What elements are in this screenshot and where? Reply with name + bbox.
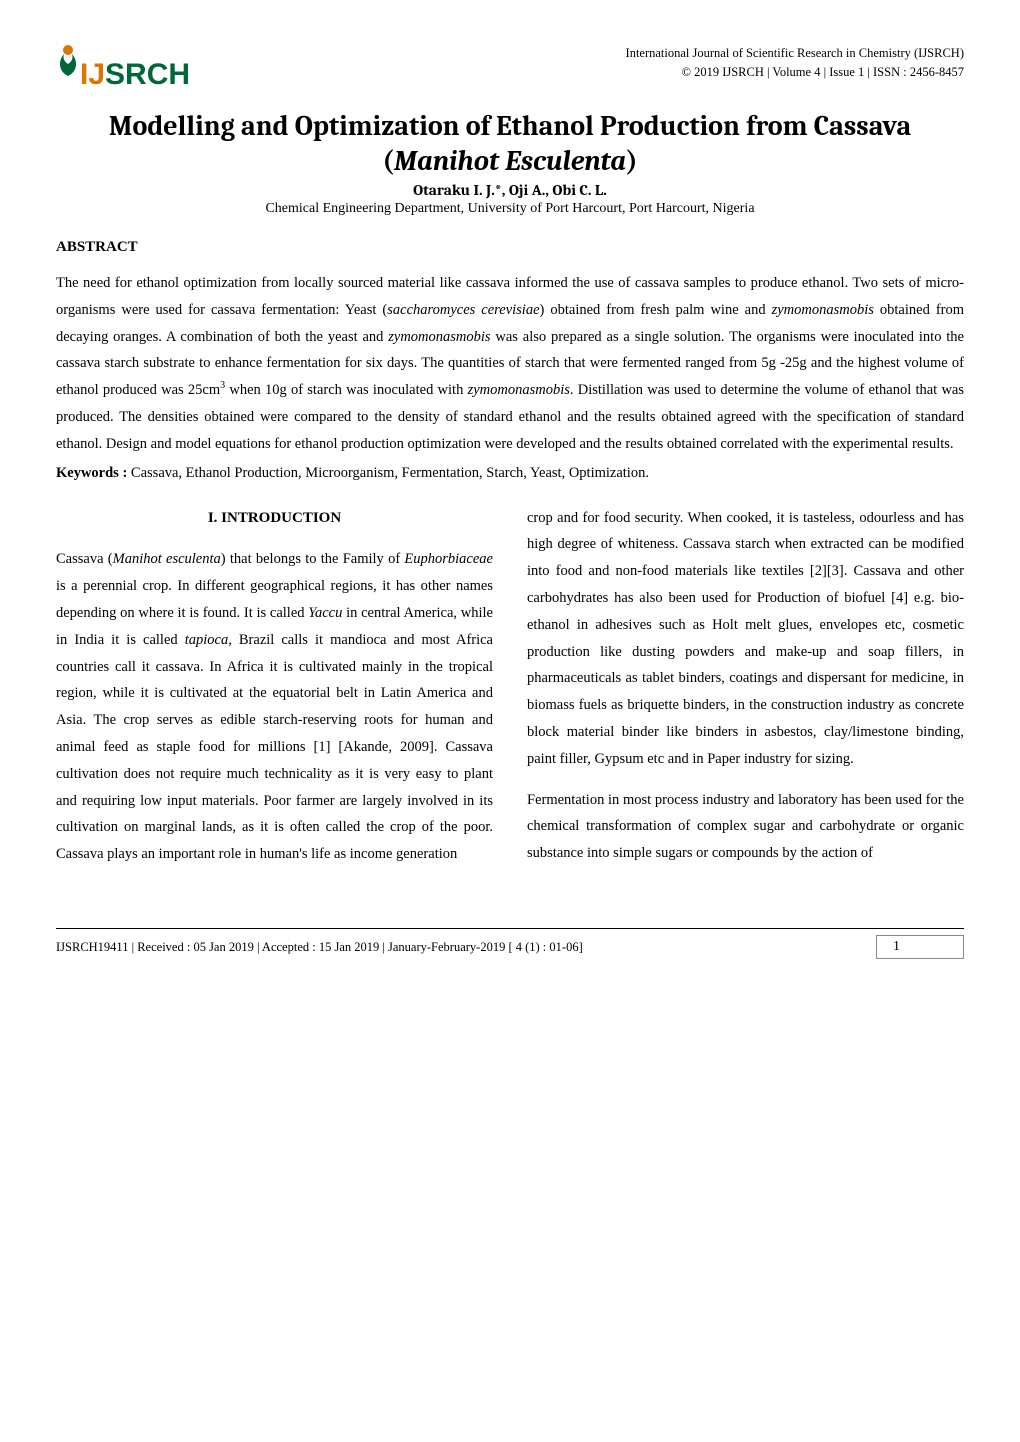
keywords-label: Keywords : <box>56 465 131 481</box>
journal-issue-line: © 2019 IJSRCH | Volume 4 | Issue 1 | ISS… <box>626 63 964 82</box>
body-columns: I. INTRODUCTION Cassava (Manihot esculen… <box>56 505 964 883</box>
journal-name: International Journal of Scientific Rese… <box>626 44 964 63</box>
logo-prefix: IJ <box>80 58 105 91</box>
journal-logo: IJSRCH <box>56 44 226 101</box>
title-line-1: Modelling and Optimization of Ethanol Pr… <box>109 110 911 142</box>
title-line-2-ital: Manihot Esculenta <box>394 145 626 177</box>
keywords-line: Keywords : Cassava, Ethanol Production, … <box>56 460 964 487</box>
keywords-text: Cassava, Ethanol Production, Microorgani… <box>131 465 649 481</box>
logo-icon: IJSRCH <box>56 44 226 96</box>
intro-paragraph-left: Cassava (Manihot esculenta) that belongs… <box>56 546 493 868</box>
intro-l-1a: Cassava ( <box>56 551 113 567</box>
svg-text:IJSRCH: IJSRCH <box>80 58 190 91</box>
abstract-ital-2: zymomonasmobis <box>772 302 874 318</box>
title-line-2-pre: ( <box>382 145 393 177</box>
paper-title: Modelling and Optimization of Ethanol Pr… <box>56 109 964 179</box>
introduction-heading: I. INTRODUCTION <box>56 505 493 533</box>
intro-l-1c: ) that belongs to the Family of <box>221 551 405 567</box>
intro-l-1h: tapioca <box>185 632 229 648</box>
page-header: IJSRCH International Journal of Scientif… <box>56 44 964 101</box>
right-column: crop and for food security. When cooked,… <box>527 505 964 883</box>
intro-l-1f: Yaccu <box>308 605 342 621</box>
abstract-ital-4: zymomonasmobis <box>468 382 570 398</box>
left-column: I. INTRODUCTION Cassava (Manihot esculen… <box>56 505 493 883</box>
abstract-text-5: when 10g of starch was inoculated with <box>225 382 467 398</box>
abstract-ital-1: saccharomyces cerevisiae <box>387 302 539 318</box>
intro-l-1i: , Brazil calls it mandioca and most Afri… <box>56 632 493 863</box>
abstract-heading: ABSTRACT <box>56 239 964 256</box>
intro-l-1d: Euphorbiaceae <box>404 551 493 567</box>
page-number: 1 <box>876 935 964 959</box>
intro-paragraph-right-2: Fermentation in most process industry an… <box>527 787 964 867</box>
journal-meta: International Journal of Scientific Rese… <box>626 44 964 82</box>
logo-suffix: SRCH <box>105 58 190 91</box>
abstract-ital-3: zymomonasmobis <box>388 329 490 345</box>
intro-l-1b: Manihot esculenta <box>113 551 221 567</box>
abstract-text-2: ) obtained from fresh palm wine and <box>540 302 772 318</box>
footer-rule <box>56 928 964 929</box>
authors: Otaraku I. J.*, Oji A., Obi C. L. <box>56 181 964 199</box>
intro-paragraph-right-1: crop and for food security. When cooked,… <box>527 505 964 773</box>
page-footer: IJSRCH19411 | Received : 05 Jan 2019 | A… <box>56 935 964 959</box>
title-block: Modelling and Optimization of Ethanol Pr… <box>56 109 964 217</box>
affiliation: Chemical Engineering Department, Univers… <box>56 201 964 217</box>
abstract-body: The need for ethanol optimization from l… <box>56 270 964 458</box>
title-line-2-post: ) <box>626 145 637 177</box>
footer-citation: IJSRCH19411 | Received : 05 Jan 2019 | A… <box>56 940 583 955</box>
